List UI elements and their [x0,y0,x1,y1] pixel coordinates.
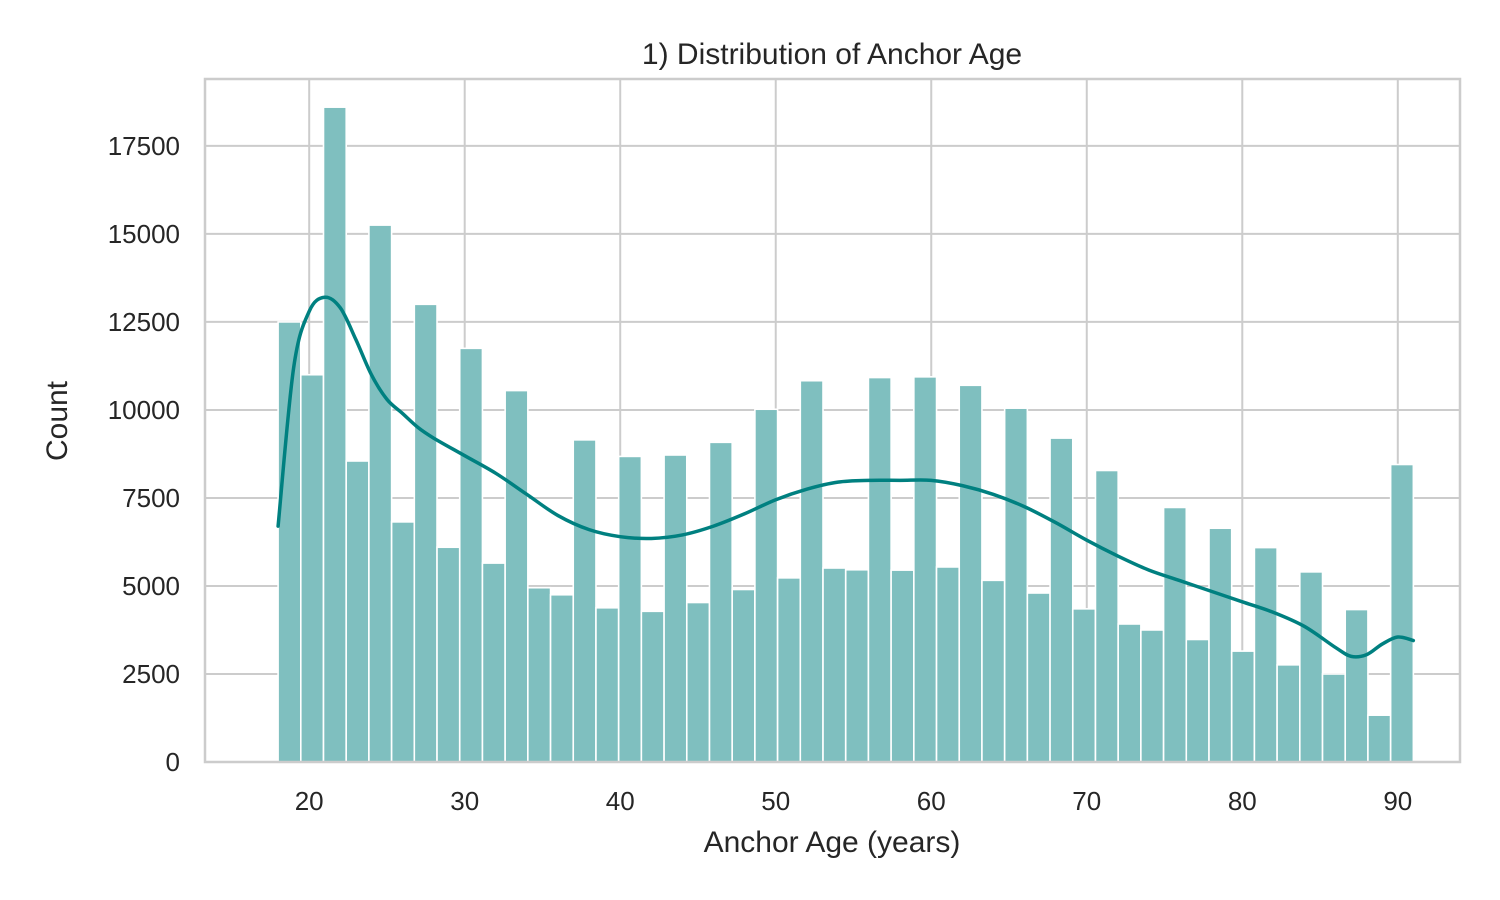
bars [277,106,1415,763]
x-tick-label: 80 [1228,786,1257,816]
histogram-bar [436,546,461,763]
x-tick-label: 70 [1072,786,1101,816]
histogram-bar [345,460,370,763]
x-tick-label: 40 [606,786,635,816]
y-tick-labels: 0 2500 5000 7500 10000 12500 15000 17500 [108,131,180,777]
histogram-bar [1185,638,1210,763]
y-tick-label: 7500 [122,483,180,513]
y-tick-label: 17500 [108,131,180,161]
histogram-bar [1071,608,1097,763]
histogram-bar [1208,527,1233,763]
histogram-bar [595,606,620,763]
histogram-bar [458,347,484,763]
histogram-bar [322,106,348,763]
histogram-bar [481,562,506,763]
y-tick-label: 0 [166,747,180,777]
histogram-bar [1140,629,1165,763]
histogram-bar [527,586,552,763]
histogram-bar [731,588,756,763]
histogram-bar [1117,623,1142,763]
histogram-bar [1344,608,1369,763]
x-tick-label: 90 [1383,786,1412,816]
histogram-bar [1049,437,1074,763]
y-tick-label: 2500 [122,659,180,689]
histogram-bar [890,569,915,763]
histogram-bar [1299,571,1324,763]
kde-line [276,295,1416,659]
histogram-bar [867,376,892,763]
histogram-bar [754,408,779,763]
y-tick-label: 12500 [108,307,180,337]
histogram-bar [958,384,983,763]
histogram-bar [572,439,597,763]
histogram-bar [663,454,688,763]
histogram-bar [1162,506,1188,763]
plot-frame [203,77,1462,764]
histogram-bar [1389,463,1415,763]
y-axis-label: Count [41,380,74,461]
histogram-bar [549,593,575,763]
histogram-bar [1276,664,1301,763]
histogram-bar [368,224,393,763]
histogram-bar [617,455,643,763]
x-axis-label: Anchor Age (years) [704,826,961,859]
x-tick-label: 60 [917,786,946,816]
histogram-bar [913,376,938,763]
y-tick-label: 15000 [108,219,180,249]
histogram-bar [935,566,961,763]
histogram-bar [844,568,870,763]
histogram-bar [1003,407,1029,763]
histogram-bar [1026,592,1051,763]
x-tick-labels: 20 30 40 50 60 70 80 90 [295,786,1413,816]
y-tick-label: 10000 [108,395,180,425]
histogram-bar [685,601,711,763]
histogram-bar [799,379,824,763]
histogram-bar [299,373,325,763]
histogram-bar [822,567,847,763]
histogram-bar [504,389,529,763]
x-tick-label: 50 [761,786,790,816]
histogram-bar [708,441,733,763]
histogram-bar [776,577,802,763]
histogram-bar [1367,714,1392,763]
x-tick-label: 30 [450,786,479,816]
histogram-bar [1321,673,1347,763]
histogram-bar [981,579,1006,763]
histogram-bar [1253,546,1278,763]
y-tick-label: 5000 [122,571,180,601]
histogram-bar [413,303,438,763]
histogram-bar [640,610,665,763]
histogram-bar [390,521,416,763]
histogram-bar [1094,469,1119,763]
chart-title: 1) Distribution of Anchor Age [642,38,1022,71]
x-tick-label: 20 [295,786,324,816]
kde-curve-group [276,295,1416,659]
histogram-bar [1230,650,1256,763]
